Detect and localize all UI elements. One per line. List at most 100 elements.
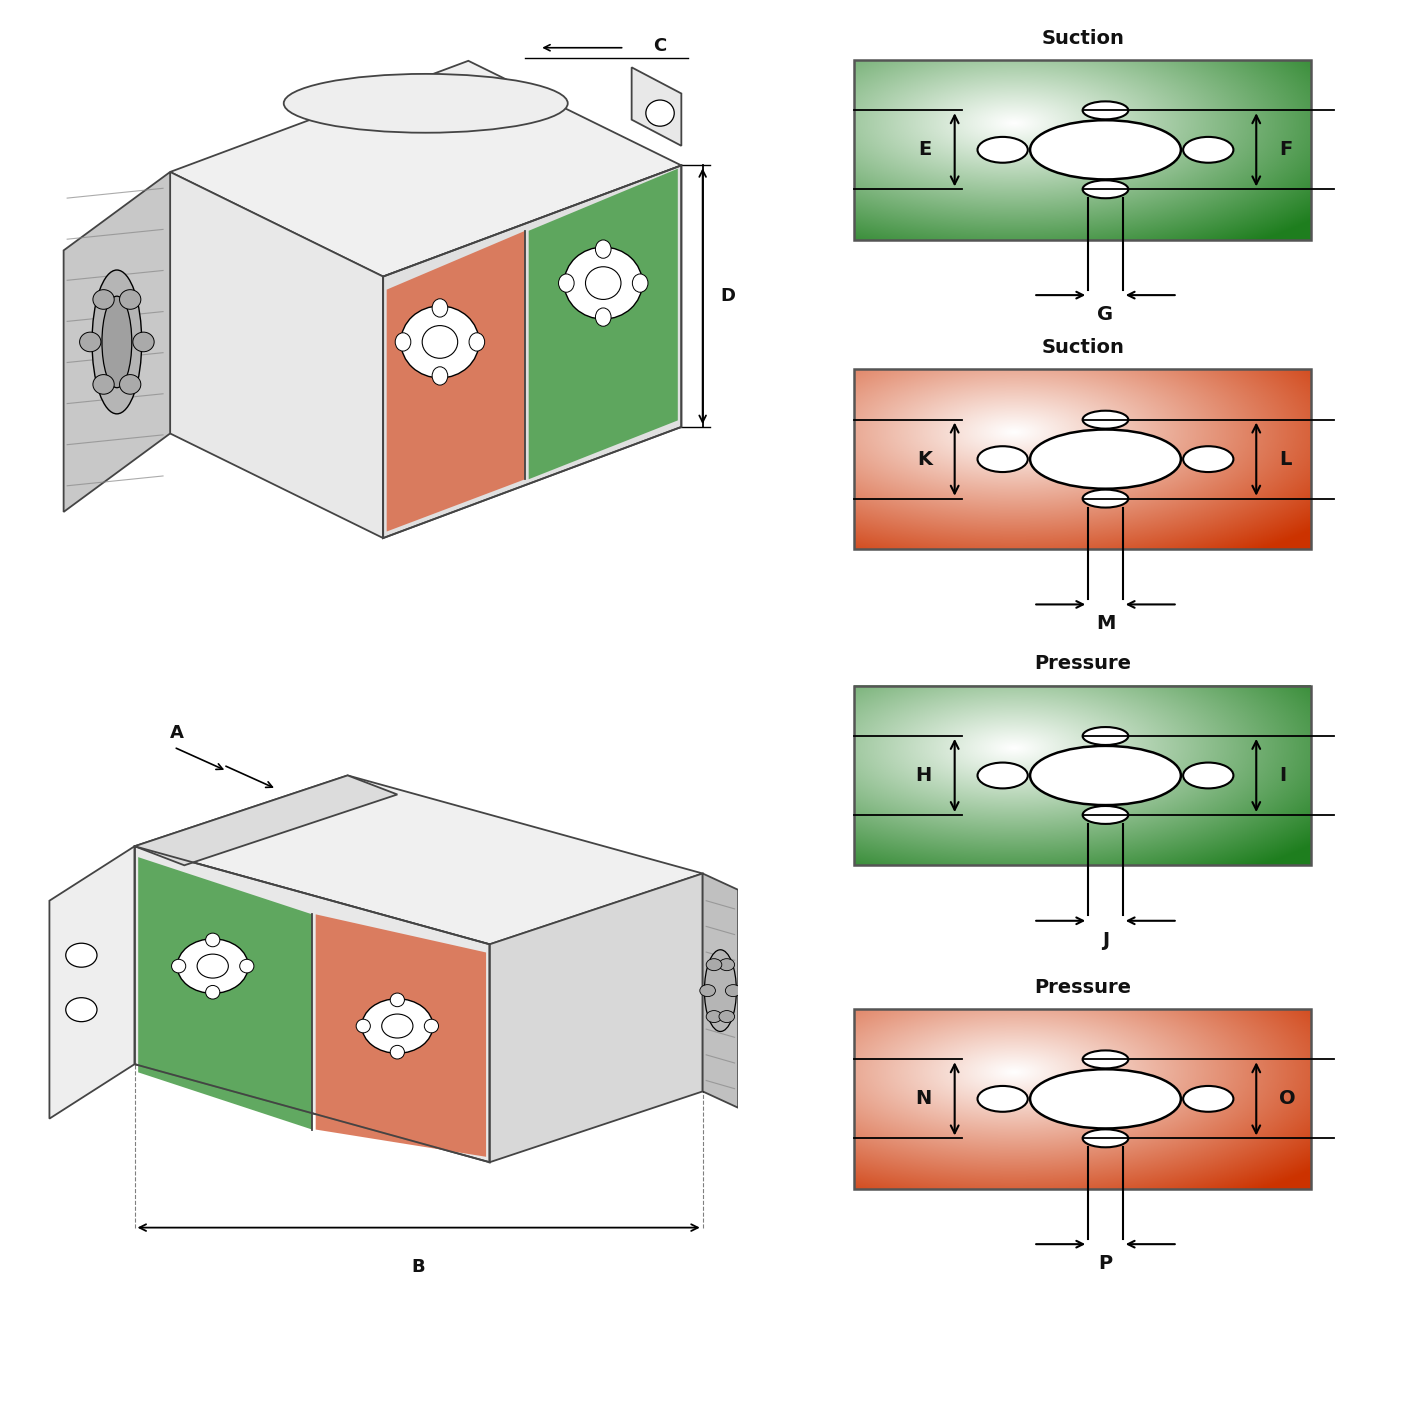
Circle shape bbox=[1031, 1069, 1181, 1129]
Circle shape bbox=[361, 998, 433, 1053]
Ellipse shape bbox=[595, 240, 612, 259]
Ellipse shape bbox=[1182, 136, 1233, 163]
Polygon shape bbox=[382, 166, 682, 538]
Bar bbox=[855, 370, 1312, 548]
Text: I: I bbox=[1279, 766, 1286, 785]
Polygon shape bbox=[170, 60, 682, 277]
Circle shape bbox=[93, 374, 114, 394]
Ellipse shape bbox=[1182, 762, 1233, 789]
Polygon shape bbox=[703, 873, 738, 1108]
Text: Suction: Suction bbox=[1042, 28, 1123, 48]
Circle shape bbox=[120, 290, 141, 309]
Text: J: J bbox=[1102, 931, 1109, 949]
Circle shape bbox=[718, 959, 734, 970]
Polygon shape bbox=[135, 846, 489, 1163]
Ellipse shape bbox=[704, 950, 737, 1032]
Circle shape bbox=[401, 307, 479, 378]
Text: C: C bbox=[652, 38, 666, 55]
Circle shape bbox=[585, 267, 621, 299]
Ellipse shape bbox=[239, 959, 254, 973]
Ellipse shape bbox=[432, 299, 447, 318]
Circle shape bbox=[1031, 430, 1181, 489]
Circle shape bbox=[1083, 489, 1129, 508]
Text: A: A bbox=[170, 724, 184, 741]
Text: G: G bbox=[1098, 305, 1114, 323]
Ellipse shape bbox=[633, 274, 648, 292]
Text: H: H bbox=[915, 766, 932, 785]
Polygon shape bbox=[138, 858, 312, 1129]
Circle shape bbox=[1083, 180, 1129, 198]
Polygon shape bbox=[135, 775, 703, 945]
Ellipse shape bbox=[1182, 1085, 1233, 1112]
Text: P: P bbox=[1098, 1254, 1112, 1272]
Bar bbox=[855, 686, 1312, 865]
Bar bbox=[855, 1010, 1312, 1188]
Circle shape bbox=[706, 959, 721, 970]
Ellipse shape bbox=[91, 270, 142, 413]
Circle shape bbox=[564, 247, 643, 319]
Circle shape bbox=[700, 984, 716, 997]
Polygon shape bbox=[63, 172, 170, 512]
Circle shape bbox=[197, 955, 228, 979]
Ellipse shape bbox=[977, 136, 1028, 163]
Ellipse shape bbox=[205, 986, 219, 1000]
Circle shape bbox=[706, 1011, 721, 1022]
Ellipse shape bbox=[977, 446, 1028, 472]
Circle shape bbox=[1031, 745, 1181, 806]
Text: M: M bbox=[1095, 614, 1115, 633]
Ellipse shape bbox=[172, 959, 186, 973]
Ellipse shape bbox=[103, 297, 132, 388]
Circle shape bbox=[1083, 1050, 1129, 1069]
Circle shape bbox=[120, 374, 141, 394]
Circle shape bbox=[1031, 120, 1181, 180]
Circle shape bbox=[645, 100, 675, 127]
Ellipse shape bbox=[558, 274, 574, 292]
Ellipse shape bbox=[425, 1019, 439, 1033]
Text: F: F bbox=[1279, 141, 1292, 159]
Text: N: N bbox=[915, 1090, 932, 1108]
Text: Pressure: Pressure bbox=[1035, 654, 1130, 673]
Circle shape bbox=[93, 290, 114, 309]
Polygon shape bbox=[135, 775, 398, 865]
Text: Pressure: Pressure bbox=[1035, 977, 1130, 997]
Ellipse shape bbox=[356, 1019, 370, 1033]
Text: O: O bbox=[1279, 1090, 1296, 1108]
Text: B: B bbox=[412, 1257, 426, 1275]
Ellipse shape bbox=[432, 367, 447, 385]
Circle shape bbox=[1083, 101, 1129, 120]
Polygon shape bbox=[316, 914, 486, 1157]
Circle shape bbox=[381, 1014, 413, 1038]
Ellipse shape bbox=[977, 762, 1028, 789]
Circle shape bbox=[1083, 806, 1129, 824]
Ellipse shape bbox=[391, 993, 405, 1007]
Circle shape bbox=[718, 1011, 734, 1022]
Ellipse shape bbox=[595, 308, 612, 326]
Circle shape bbox=[1083, 1129, 1129, 1147]
Bar bbox=[855, 60, 1312, 239]
Polygon shape bbox=[529, 169, 678, 479]
Ellipse shape bbox=[284, 75, 568, 132]
Ellipse shape bbox=[395, 333, 411, 352]
Text: D: D bbox=[720, 287, 735, 305]
Polygon shape bbox=[631, 67, 682, 146]
Circle shape bbox=[1083, 411, 1129, 429]
Polygon shape bbox=[170, 172, 382, 538]
Polygon shape bbox=[489, 873, 703, 1163]
Ellipse shape bbox=[977, 1085, 1028, 1112]
Circle shape bbox=[725, 984, 741, 997]
Circle shape bbox=[66, 998, 97, 1022]
Ellipse shape bbox=[205, 934, 219, 946]
Circle shape bbox=[66, 943, 97, 967]
Polygon shape bbox=[49, 846, 135, 1119]
Ellipse shape bbox=[1182, 446, 1233, 472]
Polygon shape bbox=[387, 231, 526, 531]
Circle shape bbox=[422, 326, 458, 359]
Circle shape bbox=[1083, 727, 1129, 745]
Text: Suction: Suction bbox=[1042, 337, 1123, 357]
Text: L: L bbox=[1279, 450, 1292, 468]
Circle shape bbox=[132, 332, 155, 352]
Ellipse shape bbox=[391, 1046, 405, 1059]
Circle shape bbox=[80, 332, 101, 352]
Text: E: E bbox=[918, 141, 932, 159]
Ellipse shape bbox=[470, 333, 485, 352]
